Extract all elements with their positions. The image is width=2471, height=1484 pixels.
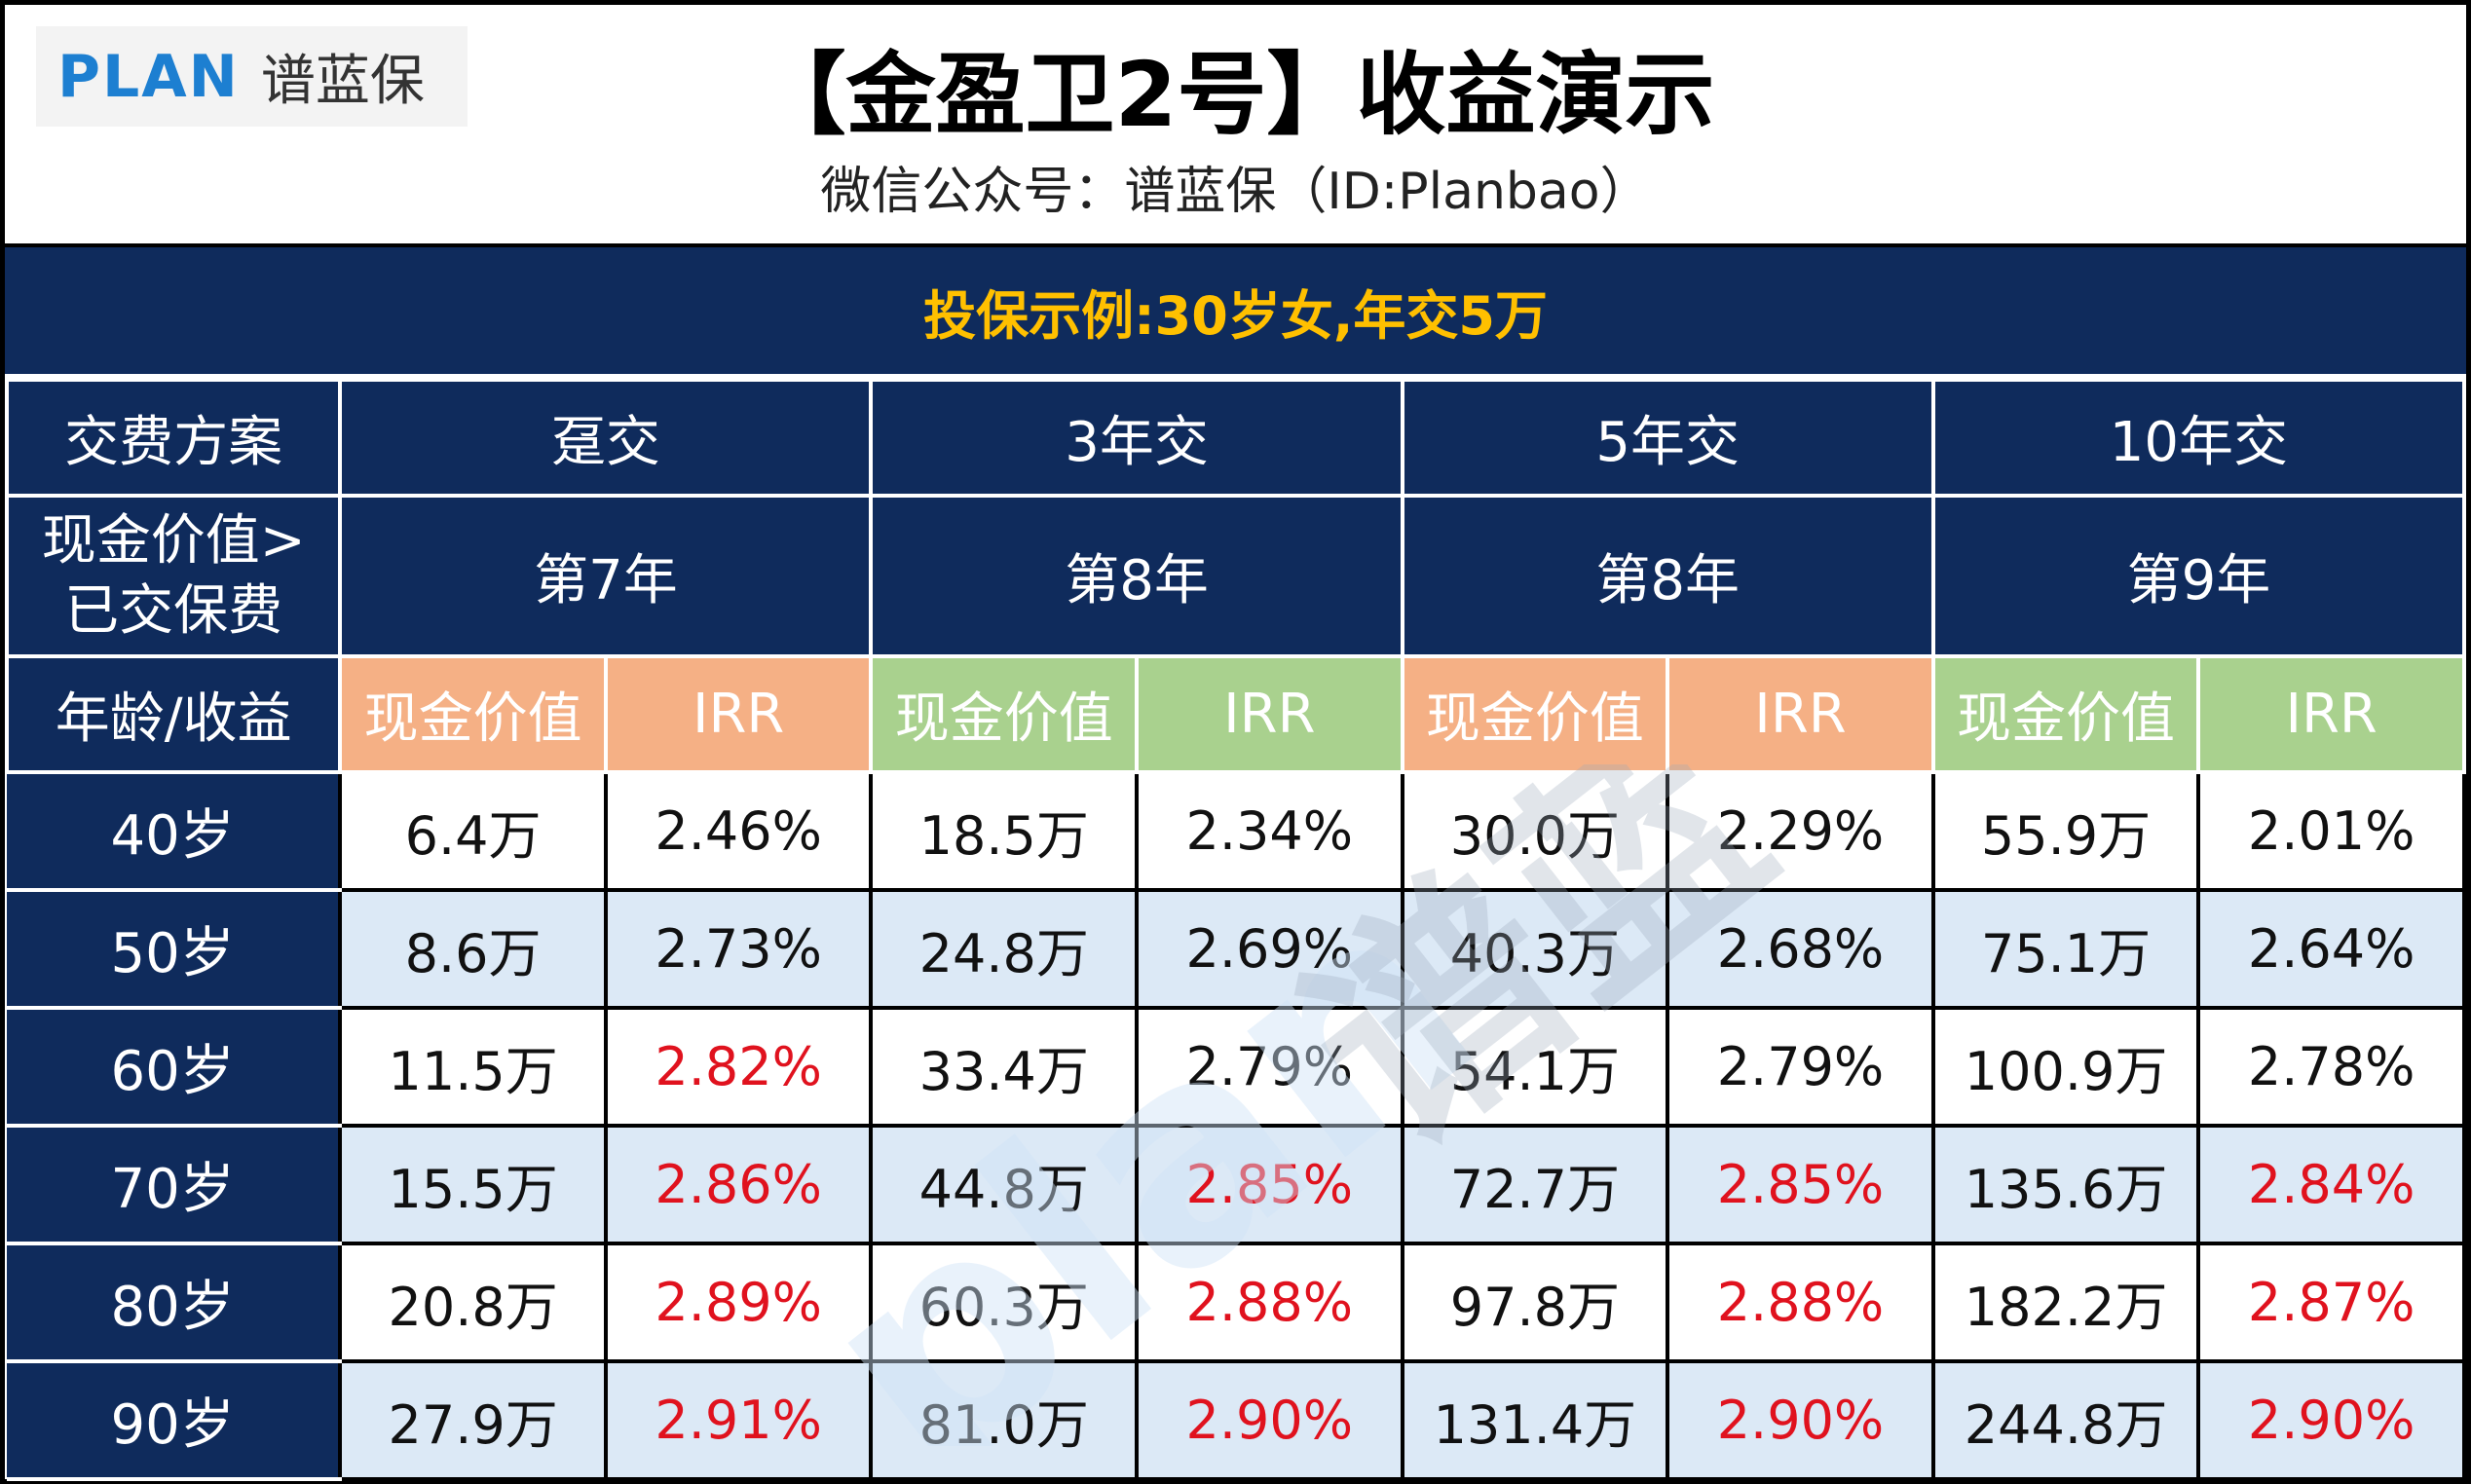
irr-cell: 2.29% [1666,770,1935,892]
breakeven-single: 第7年 [338,494,874,658]
age-label: 70岁 [7,1124,343,1245]
table-row: 60岁 11.5万 2.82% 33.4万 2.79% 54.1万 2.79% 100.9万 2… [7,1006,2466,1128]
example-text: 投保示例:30岁女,年交5万 [923,284,1548,347]
cash-value-cell: 182.2万 [1930,1242,2201,1363]
plan-row: 交费方案 趸交 3年交 5年交 10年交 [4,378,2467,498]
irr-header-10yr: IRR [2196,654,2466,774]
logo-brand-name: 谱蓝保 [260,50,425,113]
irr-header-3yr: IRR [1135,654,1404,774]
cv-header-10yr: 现金价值 [1930,654,2201,774]
logo-wordmark: PLAN [57,42,240,111]
age-label: 90岁 [7,1359,343,1481]
irr-cell: 2.01% [2196,770,2466,892]
brand-logo: PLAN 谱蓝保 [36,26,468,127]
header: PLAN 谱蓝保 【金盈卫2号】收益演示 微信公众号：谱蓝保（ID:Planba… [5,5,2466,247]
table-row: 90岁 27.9万 2.91% 81.0万 2.90% 131.4万 2.90% 244.8万… [7,1359,2466,1481]
cash-value-cell: 27.9万 [338,1359,608,1481]
cash-value-cell: 244.8万 [1930,1359,2201,1481]
cash-value-cell: 97.8万 [1400,1242,1670,1363]
cash-value-cell: 75.1万 [1930,888,2201,1010]
page-subtitle: 微信公众号：谱蓝保（ID:Planbao） [820,163,1651,221]
cash-value-cell: 8.6万 [338,888,608,1010]
cash-value-cell: 18.5万 [869,770,1140,892]
cash-value-cell: 55.9万 [1930,770,2201,892]
cash-value-cell: 40.3万 [1400,888,1670,1010]
cash-value-cell: 30.0万 [1400,770,1670,892]
irr-cell: 2.90% [1666,1359,1935,1481]
cash-value-cell: 15.5万 [338,1124,608,1245]
breakeven-10yr: 第9年 [1930,494,2467,658]
irr-cell: 2.68% [1666,888,1935,1010]
breakeven-label-line2: 已交保费 [64,578,283,643]
irr-cell: 2.79% [1666,1006,1935,1128]
irr-cell: 2.85% [1135,1124,1404,1245]
table-row: 40岁 6.4万 2.46% 18.5万 2.34% 30.0万 2.29% 55.9万 2.0… [7,770,2466,892]
table-row: 50岁 8.6万 2.73% 24.8万 2.69% 40.3万 2.68% 75.1万 2.6… [7,888,2466,1010]
age-label: 80岁 [7,1242,343,1363]
irr-cell: 2.91% [603,1359,874,1481]
irr-cell: 2.88% [1666,1242,1935,1363]
irr-cell: 2.85% [1666,1124,1935,1245]
subheader-row: 年龄/收益 现金价值 IRR 现金价值 IRR 现金价值 IRR 现金价值 IR… [4,654,2466,774]
table-row: 80岁 20.8万 2.89% 60.3万 2.88% 97.8万 2.88% 182.2万 2… [7,1242,2466,1363]
cash-value-cell: 24.8万 [869,888,1140,1010]
cash-value-cell: 81.0万 [869,1359,1140,1481]
cash-value-cell: 6.4万 [338,770,608,892]
cash-value-cell: 100.9万 [1930,1006,2201,1128]
cash-value-cell: 44.8万 [869,1124,1140,1245]
cash-value-cell: 60.3万 [869,1242,1140,1363]
breakeven-row: 现金价值> 已交保费 第7年 第8年 第8年 第9年 [4,494,2467,658]
irr-cell: 2.86% [603,1124,874,1245]
plan-header-10yr: 10年交 [1930,378,2467,498]
breakeven-row-label: 现金价值> 已交保费 [4,494,343,658]
irr-cell: 2.79% [1135,1006,1404,1128]
irr-cell: 2.73% [603,888,874,1010]
cash-value-cell: 72.7万 [1400,1124,1670,1245]
breakeven-5yr: 第8年 [1400,494,1935,658]
cash-value-cell: 11.5万 [338,1006,608,1128]
age-label: 40岁 [7,770,343,892]
cash-value-cell: 33.4万 [869,1006,1140,1128]
irr-cell: 2.69% [1135,888,1404,1010]
cash-value-cell: 131.4万 [1400,1359,1670,1481]
irr-cell: 2.34% [1135,770,1404,892]
cash-value-cell: 20.8万 [338,1242,608,1363]
yield-table: 交费方案 趸交 3年交 5年交 10年交 现金价值> 已交保费 第7年 第8年 … [4,378,2467,1481]
table-row: 70岁 15.5万 2.86% 44.8万 2.85% 72.7万 2.85% 135.6万 2… [7,1124,2466,1245]
plan-header-5yr: 5年交 [1400,378,1935,498]
page-title: 【金盈卫2号】收益演示 [756,43,1715,147]
irr-header-single: IRR [603,654,874,774]
age-label: 60岁 [7,1006,343,1128]
plan-header-3yr: 3年交 [869,378,1404,498]
plan-header-single: 趸交 [338,378,874,498]
cash-value-cell: 135.6万 [1930,1124,2201,1245]
cv-header-single: 现金价值 [338,654,608,774]
irr-cell: 2.88% [1135,1242,1404,1363]
irr-cell: 2.89% [603,1242,874,1363]
cash-value-cell: 54.1万 [1400,1006,1670,1128]
breakeven-3yr: 第8年 [869,494,1404,658]
age-yield-label: 年龄/收益 [4,654,343,774]
irr-cell: 2.87% [2196,1242,2466,1363]
irr-header-5yr: IRR [1666,654,1935,774]
cv-header-5yr: 现金价值 [1400,654,1670,774]
example-banner: 投保示例:30岁女,年交5万 [5,247,2466,378]
age-label: 50岁 [7,888,343,1010]
irr-cell: 2.90% [2196,1359,2466,1481]
irr-cell: 2.78% [2196,1006,2466,1128]
irr-cell: 2.64% [2196,888,2466,1010]
breakeven-label-line1: 现金价值> [41,508,306,573]
irr-cell: 2.90% [1135,1359,1404,1481]
irr-cell: 2.84% [2196,1124,2466,1245]
plan-row-label: 交费方案 [4,378,343,498]
irr-cell: 2.82% [603,1006,874,1128]
irr-cell: 2.46% [603,770,874,892]
cv-header-3yr: 现金价值 [869,654,1140,774]
